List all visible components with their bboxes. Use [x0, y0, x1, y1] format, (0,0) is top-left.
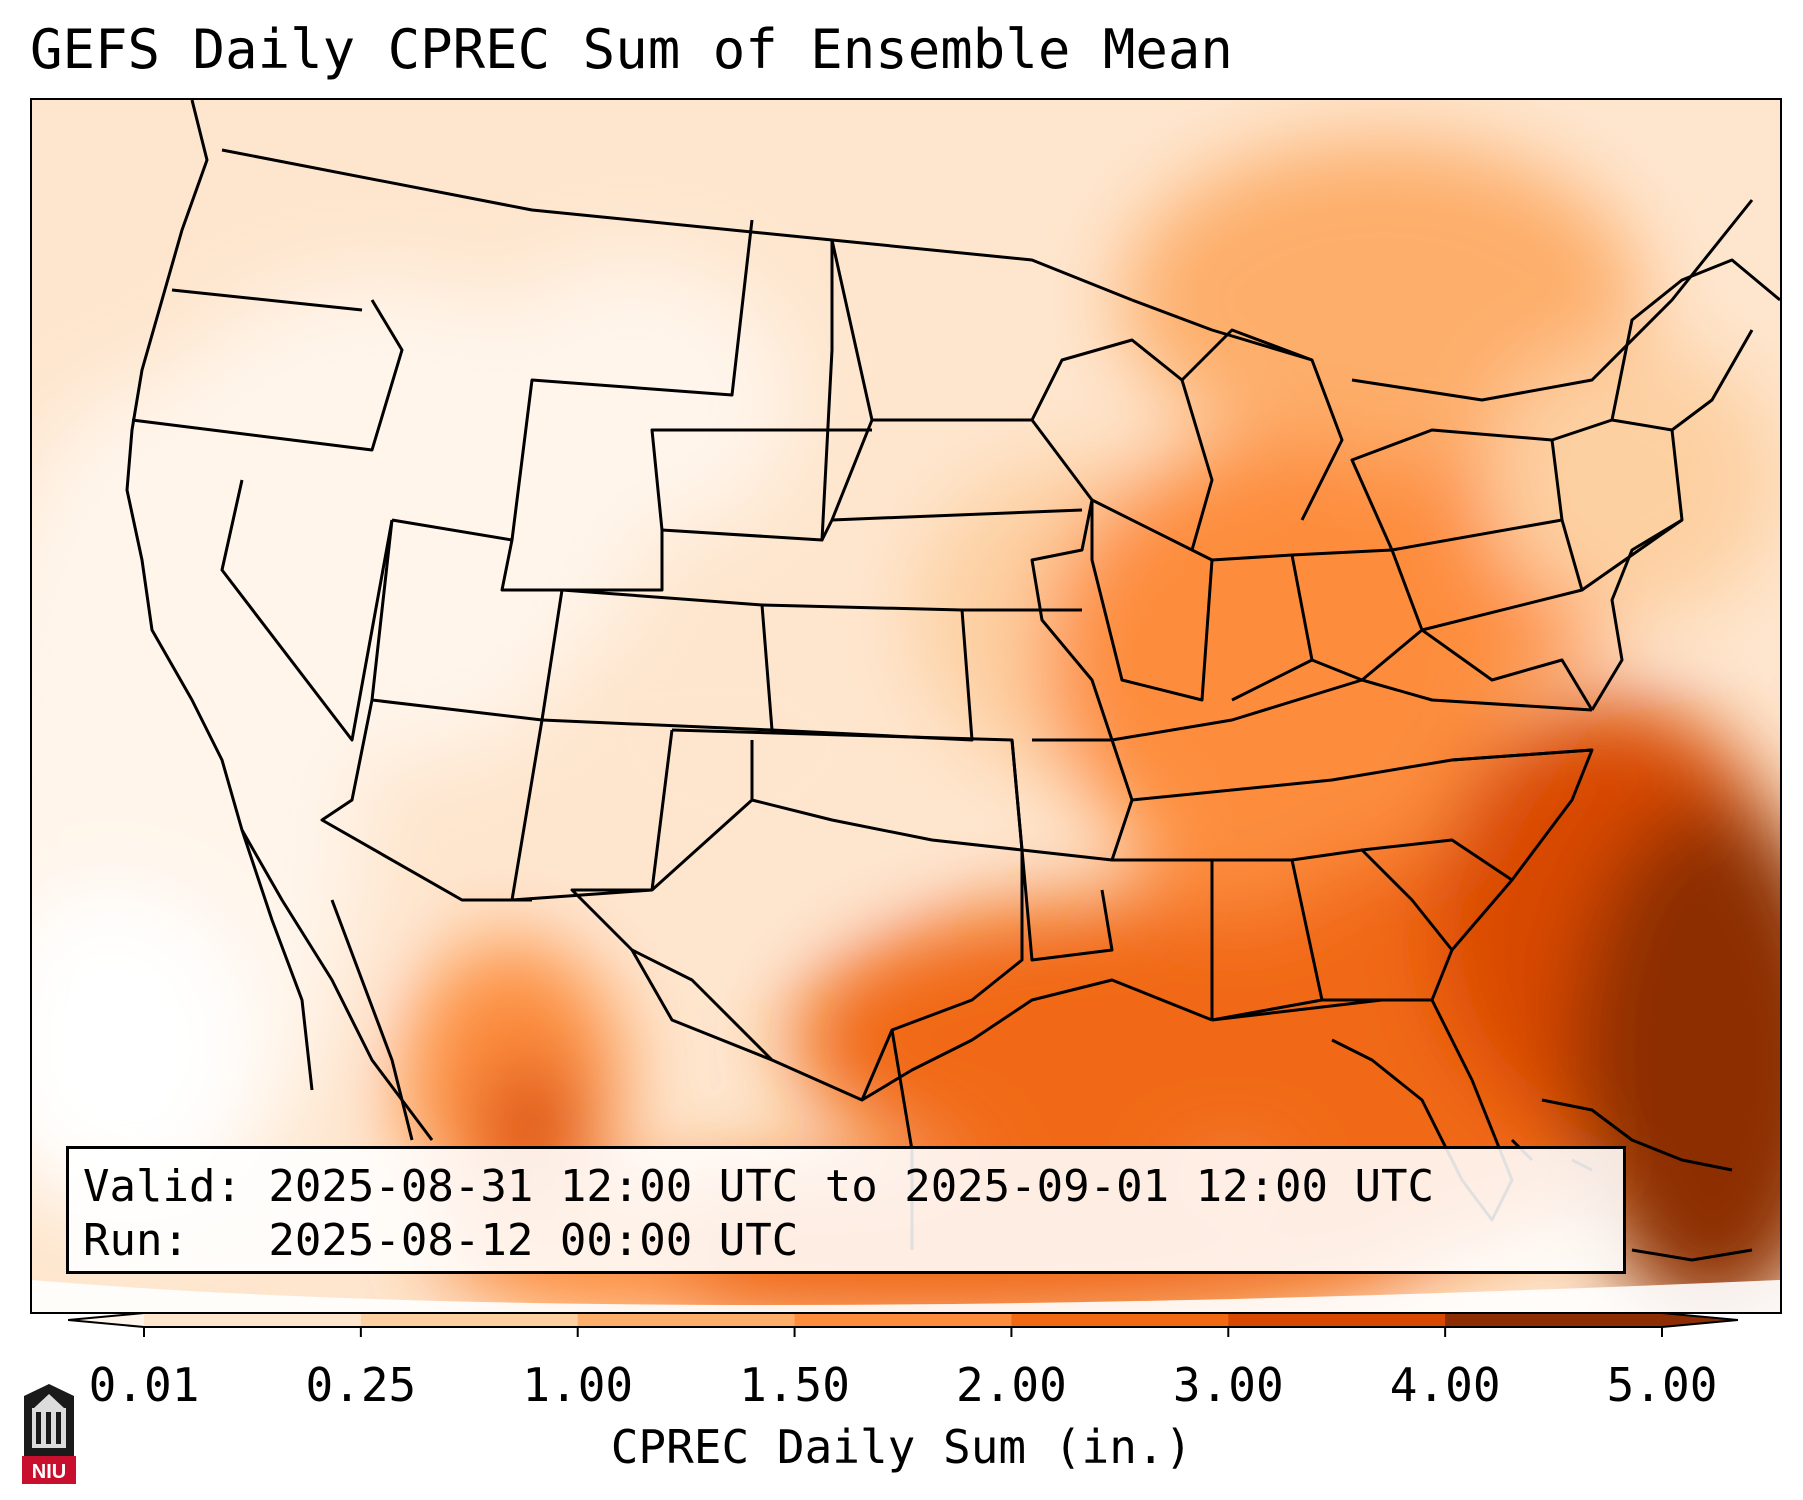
colorbar-segment — [144, 1313, 362, 1327]
colorbar-extend-high — [1662, 1313, 1738, 1327]
colorbar-tick-label: 4.00 — [1389, 1358, 1501, 1412]
colorbar-segment — [1228, 1313, 1446, 1327]
map-title: GEFS Daily CPREC Sum of Ensemble Mean — [30, 18, 1233, 81]
colorbar-tick-label: 2.00 — [956, 1358, 1067, 1412]
map-canvas — [32, 100, 1780, 1312]
west-coastline — [125, 100, 434, 1141]
colorbar-segment — [1445, 1313, 1663, 1327]
niu-logo-text: NIU — [32, 1461, 66, 1483]
colorbar — [68, 1312, 1738, 1337]
domain-edge — [32, 1280, 1780, 1312]
colorbar-tick-label: 0.01 — [88, 1358, 200, 1412]
state-boundaries — [125, 100, 1780, 1262]
colorbar-tick-label: 5.00 — [1606, 1358, 1718, 1412]
precipitation-map — [30, 98, 1782, 1314]
colorbar-segment — [794, 1313, 1012, 1327]
colorbar-extend-low — [68, 1313, 144, 1327]
valid-time-line: Valid: 2025-08-31 12:00 UTC to 2025-09-0… — [83, 1161, 1435, 1212]
colorbar-segments — [68, 1313, 1738, 1327]
niu-logo-icon: NIU — [22, 1384, 76, 1484]
colorbar-segment — [360, 1313, 579, 1327]
colorbar-tick-label: 1.00 — [522, 1358, 634, 1412]
colorbar-tick-label: 0.25 — [305, 1358, 417, 1412]
colorbar-segment — [577, 1313, 796, 1327]
colorbar-tick-label: 1.50 — [739, 1358, 850, 1412]
colorbar-tick-label: 3.00 — [1172, 1358, 1284, 1412]
colorbar-ticks — [143, 1327, 1663, 1337]
colorbar-segment — [1011, 1313, 1229, 1327]
colorbar-label: CPREC Daily Sum (in.) — [610, 1420, 1193, 1474]
valid-run-info-box: Valid: 2025-08-31 12:00 UTC to 2025-09-0… — [66, 1146, 1626, 1274]
run-time-line: Run: 2025-08-12 00:00 UTC — [83, 1215, 799, 1266]
